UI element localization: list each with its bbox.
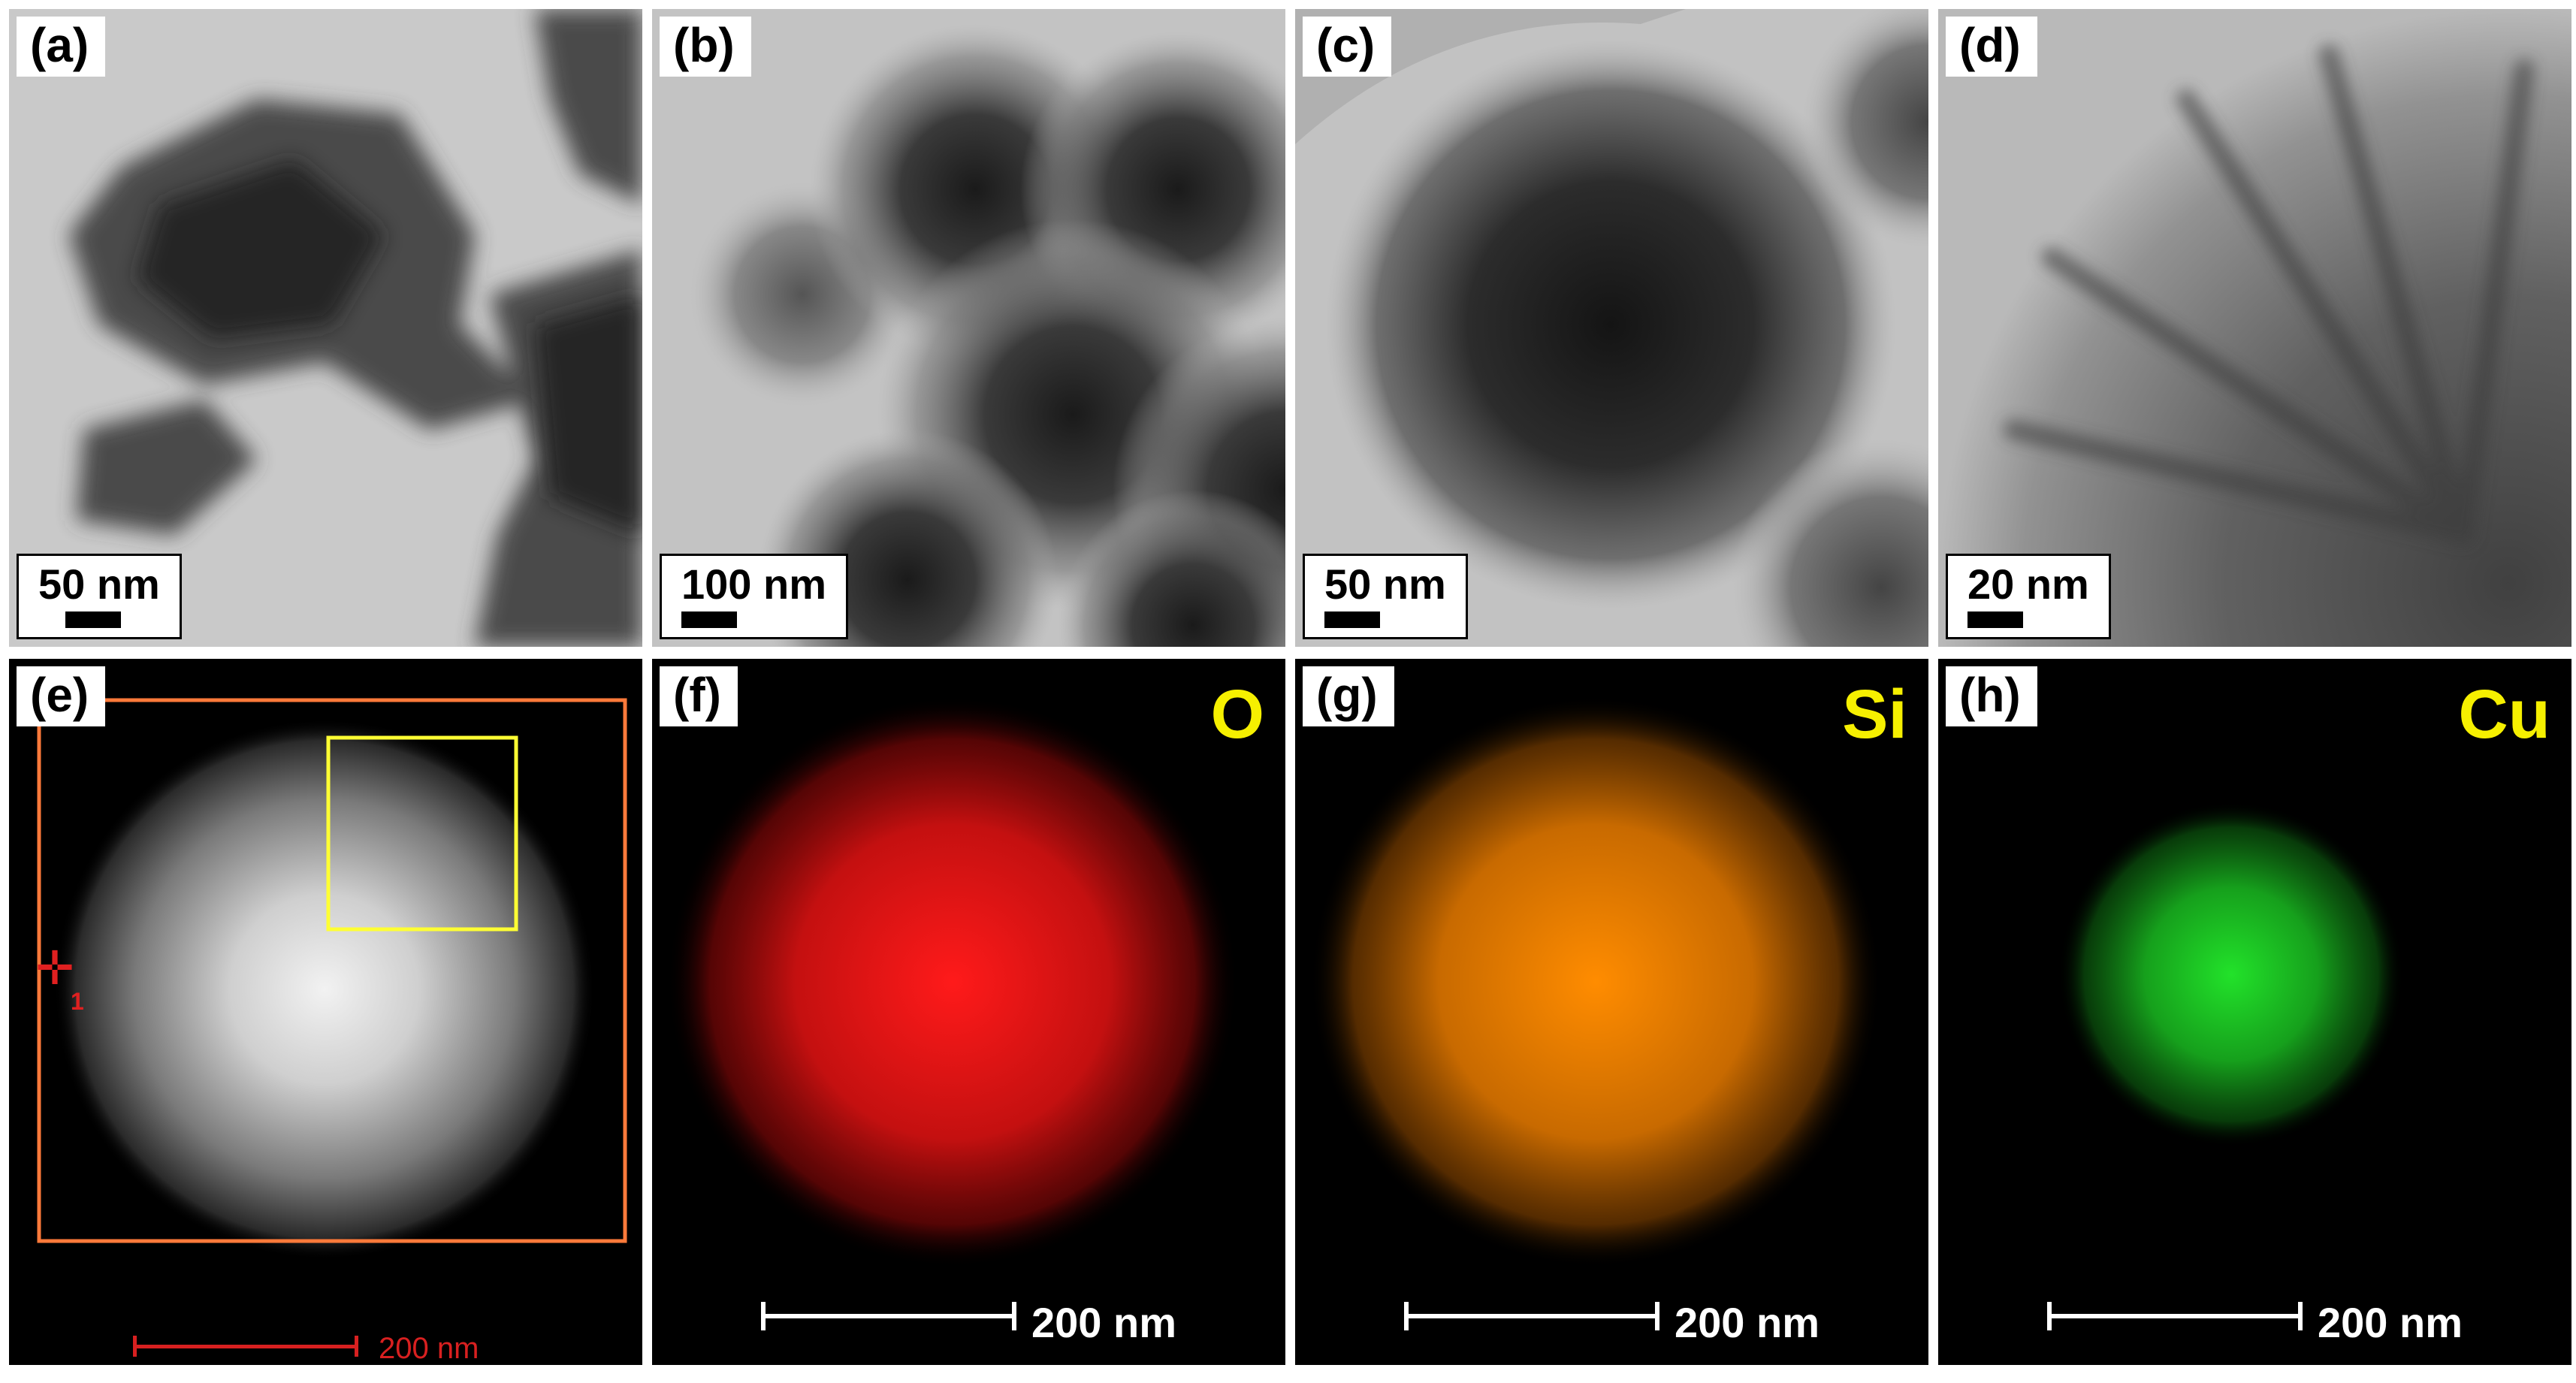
tem-image-b <box>652 9 1285 647</box>
scale-bar: 50 nm <box>17 554 182 639</box>
marker-number: 1 <box>71 988 84 1015</box>
panel-d: (d) 20 nm <box>1938 9 2571 647</box>
panel-label: (h) <box>1946 666 2037 726</box>
panel-f: (f) O 200 nm <box>652 659 1285 1365</box>
scale-bar: 100 nm <box>660 554 848 639</box>
panel-g: (g) Si 200 nm <box>1295 659 1928 1365</box>
panel-label: (a) <box>17 17 106 77</box>
panel-a: (a) 50 nm <box>9 9 642 647</box>
scale-bar-label: 20 nm <box>1967 560 2089 608</box>
tem-image-d <box>1938 9 2571 647</box>
panel-c: (c) 50 nm <box>1295 9 1928 647</box>
eds-map-copper <box>1938 659 2571 1365</box>
eds-map-silicon <box>1295 659 1928 1365</box>
scale-bar-label: 200 nm <box>379 1332 479 1365</box>
haadf-image-e <box>9 659 642 1365</box>
scale-bar-line <box>761 1302 1016 1330</box>
eds-map-oxygen <box>652 659 1285 1365</box>
scale-bar-line <box>1404 1302 1659 1330</box>
scale-bar-label: 200 nm <box>1031 1299 1176 1346</box>
element-label: Si <box>1842 676 1907 753</box>
scale-bar-line <box>1967 611 2023 628</box>
crosshair-icon: ✛ <box>35 943 74 995</box>
tem-image-c <box>1295 9 1928 647</box>
scale-bar-line <box>2047 1302 2303 1330</box>
panel-label: (b) <box>660 17 751 77</box>
scale-bar-label: 50 nm <box>38 560 160 608</box>
tem-image-a <box>9 9 642 647</box>
panel-label: (g) <box>1303 666 1394 726</box>
scale-bar-label: 200 nm <box>1675 1299 1820 1346</box>
scale-bar-line <box>1324 611 1380 628</box>
panel-label: (d) <box>1946 17 2037 77</box>
panel-e: (e) ✛ 1 200 nm <box>9 659 642 1365</box>
scale-bar-label: 50 nm <box>1324 560 1446 608</box>
element-label: O <box>1210 676 1264 753</box>
panel-b: (b) 100 nm <box>652 9 1285 647</box>
panel-label: (e) <box>17 666 106 726</box>
scale-bar-line <box>65 611 121 628</box>
scale-bar: 50 nm <box>1303 554 1468 639</box>
scale-bar-label: 100 nm <box>681 560 826 608</box>
scale-bar-label: 200 nm <box>2318 1299 2463 1346</box>
scale-bar-line <box>681 611 737 628</box>
panel-label: (c) <box>1303 17 1392 77</box>
scale-bar: 20 nm <box>1946 554 2111 639</box>
element-label: Cu <box>2458 676 2550 753</box>
panel-label: (f) <box>660 666 738 726</box>
scale-bar-line <box>133 1336 358 1357</box>
panel-h: (h) Cu 200 nm <box>1938 659 2571 1365</box>
